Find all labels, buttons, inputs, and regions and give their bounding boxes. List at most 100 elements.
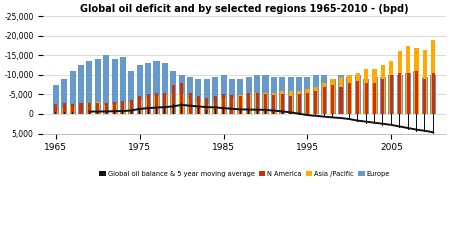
Bar [254,75,260,114]
Bar [297,94,301,114]
Bar [315,91,317,114]
Bar [374,114,375,124]
Title: Global oil deficit and by selected regions 1965-2010 - (bpd): Global oil deficit and by selected regio… [80,4,409,14]
Bar [162,63,168,114]
Bar [198,108,199,114]
Bar [120,57,126,114]
Bar [64,112,65,114]
Bar [313,75,319,114]
Bar [366,114,367,124]
Bar [95,59,101,114]
Bar [103,55,109,114]
Bar [230,98,234,114]
Bar [406,46,410,114]
Bar [113,102,116,114]
Bar [324,114,325,117]
Bar [305,77,310,114]
Bar [170,71,176,114]
Bar [423,50,427,114]
Bar [388,75,394,114]
Bar [407,73,410,114]
Bar [112,59,117,114]
Bar [212,77,218,114]
Bar [423,79,427,114]
Bar [265,111,266,114]
Bar [205,98,208,114]
Bar [416,114,417,132]
Bar [179,75,184,114]
Bar [231,109,232,114]
Bar [432,73,435,114]
Bar [156,107,157,114]
Bar [204,79,210,114]
Bar [71,106,75,114]
Bar [53,85,59,114]
Bar [221,98,226,114]
Bar [424,114,425,132]
Bar [349,114,350,120]
Bar [431,40,436,114]
Bar [246,77,252,114]
Bar [223,108,224,114]
Bar [381,65,385,114]
Bar [372,69,377,114]
Bar [299,114,300,115]
Bar [240,110,241,114]
Bar [355,75,361,114]
Bar [391,114,392,126]
Bar [398,73,401,114]
Bar [61,79,67,114]
Bar [363,79,369,114]
Bar [222,94,225,114]
Bar [196,102,201,114]
Bar [131,110,132,114]
Bar [215,109,216,114]
Bar [272,93,276,114]
Bar [382,79,384,114]
Bar [137,65,143,114]
Bar [172,85,175,114]
Bar [414,48,419,114]
Bar [296,77,302,114]
Bar [399,114,400,128]
Bar [147,94,149,114]
Bar [297,91,301,114]
Bar [138,100,142,114]
Bar [397,75,403,114]
Bar [180,83,183,114]
Bar [288,77,294,114]
Bar [414,71,419,114]
Bar [89,111,90,114]
Bar [357,114,358,122]
Bar [364,83,368,114]
Bar [62,108,67,114]
Legend: Global oil balance & 5 year moving average, N America, Asia /Pacific, Europe: Global oil balance & 5 year moving avera… [96,168,393,179]
Bar [121,102,125,114]
Bar [372,77,378,114]
Bar [314,87,318,114]
Bar [80,103,82,114]
Bar [408,114,409,130]
Bar [230,95,234,114]
Bar [264,94,267,114]
Bar [72,112,73,114]
Bar [229,79,235,114]
Bar [237,79,243,114]
Bar [307,114,308,116]
Bar [279,77,285,114]
Bar [171,93,176,114]
Bar [322,83,326,114]
Bar [288,91,293,114]
Bar [271,77,277,114]
Bar [145,63,151,114]
Bar [180,94,184,114]
Bar [213,102,217,114]
Bar [187,77,193,114]
Bar [189,106,190,114]
Bar [272,95,275,114]
Bar [63,103,66,114]
Bar [164,106,165,114]
Bar [290,113,291,114]
Bar [329,79,336,114]
Bar [247,93,250,114]
